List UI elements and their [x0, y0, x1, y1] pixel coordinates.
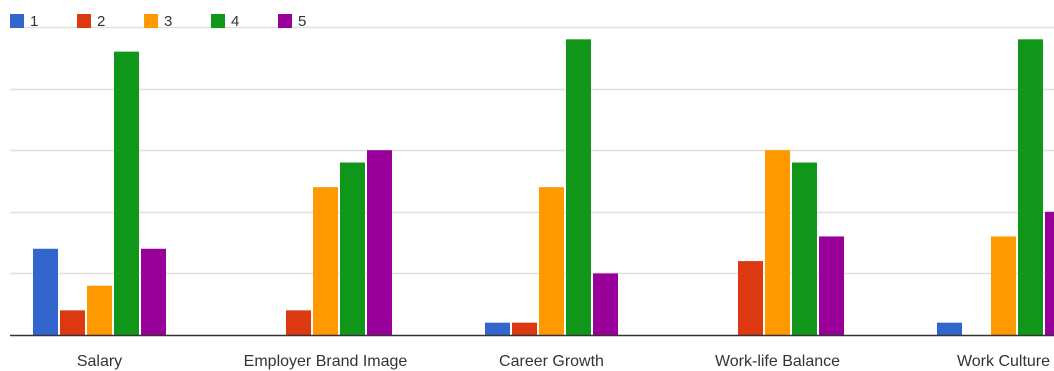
bar-work-life-balance-series-2[interactable] [738, 261, 763, 335]
bar-work-culture-series-1[interactable] [937, 323, 962, 335]
gridlines [10, 28, 1054, 274]
legend-label: 2 [97, 13, 105, 30]
legend-swatch [77, 14, 91, 28]
bar-employer-brand-image-series-2[interactable] [286, 310, 311, 335]
bar-career-growth-series-1[interactable] [485, 323, 510, 335]
x-tick-label: Work Culture [957, 353, 1050, 370]
x-tick-label: Salary [77, 353, 122, 370]
x-axis-ticks: Salary Employer Brand Image Career Growth W… [77, 353, 1050, 370]
bar-employer-brand-image-series-4[interactable] [340, 163, 365, 335]
bar-work-culture-series-3[interactable] [991, 236, 1016, 335]
bars [33, 39, 1054, 335]
bar-salary-series-3[interactable] [87, 286, 112, 335]
bar-career-growth-series-3[interactable] [539, 187, 564, 335]
bar-work-life-balance-series-3[interactable] [765, 150, 790, 335]
legend-label: 1 [30, 13, 38, 30]
bar-career-growth-series-4[interactable] [566, 39, 591, 335]
bar-employer-brand-image-series-3[interactable] [313, 187, 338, 335]
bar-salary-series-1[interactable] [33, 249, 58, 335]
bar-salary-series-4[interactable] [114, 52, 139, 335]
legend-label: 4 [231, 13, 239, 30]
legend-label: 3 [164, 13, 172, 30]
bar-work-culture-series-5[interactable] [1045, 212, 1054, 335]
bar-career-growth-series-2[interactable] [512, 323, 537, 335]
legend-swatch [278, 14, 292, 28]
bar-work-life-balance-series-4[interactable] [792, 163, 817, 335]
bar-salary-series-2[interactable] [60, 310, 85, 335]
bar-work-life-balance-series-5[interactable] [819, 236, 844, 335]
legend-swatch [211, 14, 225, 28]
bar-career-growth-series-5[interactable] [593, 273, 618, 335]
x-tick-label: Career Growth [499, 353, 604, 370]
legend-label: 5 [298, 13, 306, 30]
bar-employer-brand-image-series-5[interactable] [367, 150, 392, 335]
bar-work-culture-series-4[interactable] [1018, 39, 1043, 335]
legend-swatch [10, 14, 24, 28]
x-tick-label: Work-life Balance [715, 353, 840, 370]
x-tick-label: Employer Brand Image [244, 353, 408, 370]
bar-salary-series-5[interactable] [141, 249, 166, 335]
legend-swatch [144, 14, 158, 28]
